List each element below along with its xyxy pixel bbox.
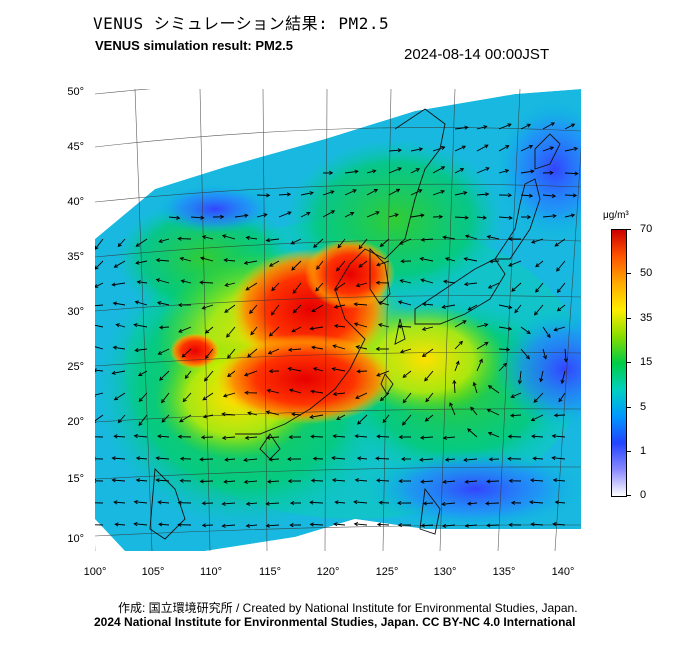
colorbar-tick: 35	[640, 312, 653, 324]
lat-label: 15°	[67, 473, 84, 485]
lat-label: 45°	[67, 141, 84, 153]
lon-label: 110°	[200, 566, 222, 578]
wind-vectors	[95, 122, 579, 529]
lon-label: 100°	[83, 566, 107, 578]
lat-label: 25°	[67, 361, 84, 373]
lat-label: 10°	[67, 533, 84, 545]
colorbar-tick: 1	[640, 445, 647, 457]
lat-label: 20°	[67, 416, 84, 428]
credit-text: 作成: 国立環境研究所 / Created by National Instit…	[118, 601, 578, 615]
coastlines	[149, 108, 561, 540]
lon-label: 135°	[492, 566, 516, 578]
page-title-japanese: VENUS シミュレーション結果: PM2.5	[93, 14, 390, 33]
lat-label: 50°	[67, 86, 84, 98]
colorbar-unit: μg/m³	[603, 210, 629, 221]
lat-label: 35°	[67, 251, 84, 263]
lon-label: 125°	[375, 566, 399, 578]
colorbar-tick: 0	[640, 489, 647, 501]
colorbar-tick: 15	[640, 356, 653, 368]
graticule	[95, 89, 581, 551]
lat-label: 30°	[67, 306, 84, 318]
lon-label: 120°	[316, 566, 340, 578]
lon-label: 130°	[433, 566, 457, 578]
timestamp-label: 2024-08-14 00:00JST	[404, 46, 550, 63]
colorbar-tick: 70	[640, 223, 653, 235]
license-text: 2024 National Institute for Environmenta…	[94, 615, 576, 629]
lon-label: 105°	[141, 566, 165, 578]
page-title-english: VENUS simulation result: PM2.5	[95, 38, 293, 53]
colorbar	[611, 229, 627, 497]
pm25-map	[95, 89, 581, 551]
colorbar-tick: 50	[640, 267, 653, 279]
map-canvas	[95, 89, 581, 551]
lon-label: 140°	[551, 566, 575, 578]
colorbar-tick: 5	[640, 401, 647, 413]
lat-label: 40°	[67, 196, 84, 208]
lon-label: 115°	[259, 566, 281, 578]
